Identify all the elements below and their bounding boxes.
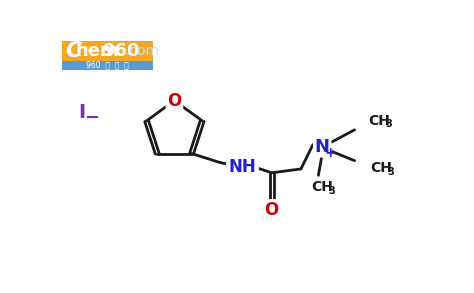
Text: I: I bbox=[78, 103, 86, 122]
Text: N: N bbox=[315, 138, 330, 156]
Text: 960  化  工  网: 960 化 工 网 bbox=[86, 61, 129, 70]
Text: 3: 3 bbox=[328, 186, 335, 196]
Text: NH: NH bbox=[228, 158, 256, 176]
Text: .com: .com bbox=[125, 44, 159, 57]
Text: O: O bbox=[167, 92, 182, 110]
Text: 960: 960 bbox=[102, 42, 139, 59]
Text: −: − bbox=[84, 108, 99, 127]
Text: CH: CH bbox=[370, 161, 392, 176]
Text: 3: 3 bbox=[385, 120, 392, 130]
FancyBboxPatch shape bbox=[62, 41, 153, 61]
Text: CH: CH bbox=[368, 114, 390, 128]
Text: O: O bbox=[264, 201, 279, 219]
Text: CH: CH bbox=[311, 180, 333, 194]
Text: C: C bbox=[65, 40, 82, 61]
Text: hem: hem bbox=[75, 42, 119, 59]
Text: 3: 3 bbox=[387, 167, 394, 177]
Text: +: + bbox=[324, 146, 336, 160]
FancyBboxPatch shape bbox=[62, 61, 153, 70]
